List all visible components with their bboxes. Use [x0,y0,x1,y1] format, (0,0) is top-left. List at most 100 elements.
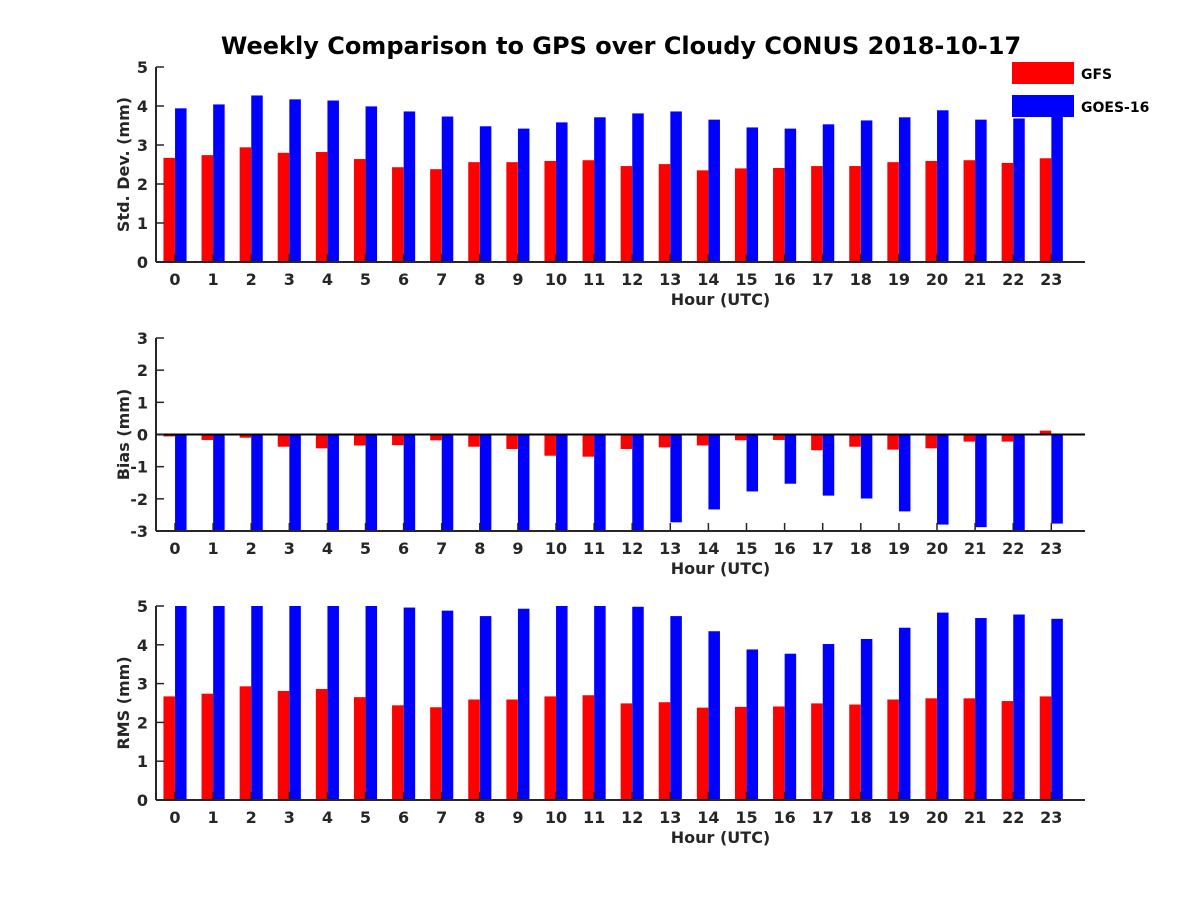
x-tick-label: 12 [621,808,643,827]
x-tick-label: 19 [888,270,910,289]
bar-goes16-hour-11 [594,117,606,262]
bar-goes16-hour-8 [479,434,492,531]
x-tick-label: 18 [850,539,872,558]
x-tick-label: 10 [545,270,567,289]
x-tick-label: 13 [659,270,681,289]
bar-gfs-hour-2 [239,434,252,438]
bar-goes16-hour-9 [517,434,530,531]
x-tick-label: 23 [1040,270,1062,289]
bar-goes16-hour-2 [251,434,263,531]
bar-goes16-hour-21 [975,618,987,800]
x-tick-label: 11 [583,270,605,289]
bar-goes16-hour-3 [289,606,301,800]
bar-gfs-hour-11 [582,695,595,800]
bar-goes16-hour-18 [860,638,873,800]
bar-goes16-hour-16 [784,434,797,484]
bar-goes16-hour-10 [556,434,568,531]
bar-goes16-hour-21 [975,434,987,528]
x-axis-label: Hour (UTC) [671,559,771,578]
bar-gfs-hour-3 [277,152,290,262]
bar-goes16-hour-9 [517,128,530,262]
bar-goes16-hour-8 [479,616,492,800]
bar-gfs-hour-3 [277,434,290,447]
bar-gfs-hour-20 [925,160,937,262]
bar-goes16-hour-15 [746,649,759,800]
y-tick-label: -3 [130,522,148,541]
bar-goes16-hour-5 [365,106,378,262]
x-tick-label: 4 [322,808,333,827]
x-tick-label: 6 [398,808,409,827]
x-tick-label: 16 [773,808,795,827]
y-tick-label: 0 [137,253,148,272]
bar-goes16-hour-0 [175,108,187,262]
x-tick-label: 17 [812,539,834,558]
x-tick-label: 21 [964,539,986,558]
chart-title: Weekly Comparison to GPS over Cloudy CON… [221,32,1021,60]
bar-gfs-hour-16 [773,168,785,262]
bar-goes16-hour-11 [594,434,606,531]
bar-goes16-hour-15 [746,127,759,262]
y-axis-label: Bias (mm) [114,389,133,481]
x-tick-label: 5 [360,808,371,827]
bar-gfs-hour-13 [658,164,671,262]
bar-goes16-hour-5 [365,434,378,531]
bar-gfs-hour-3 [277,690,290,800]
bar-gfs-hour-18 [849,704,861,800]
bar-gfs-hour-21 [963,434,976,442]
bar-goes16-hour-19 [898,434,911,512]
bar-gfs-hour-22 [1001,701,1014,800]
legend-label-goes16: GOES-16 [1081,100,1149,116]
x-tick-label: 0 [169,270,180,289]
bar-gfs-hour-16 [773,706,785,800]
bar-gfs-hour-9 [506,162,518,262]
x-tick-label: 2 [246,270,257,289]
bar-goes16-hour-8 [479,126,492,262]
x-tick-label: 23 [1040,539,1062,558]
bar-gfs-hour-5 [353,159,366,262]
legend-swatch-goes16 [1012,95,1074,117]
legend-label-gfs: GFS [1081,67,1112,83]
bar-goes16-hour-22 [1013,118,1025,262]
x-tick-label: 3 [284,270,295,289]
y-tick-label: -2 [130,490,148,509]
bar-goes16-hour-19 [898,627,911,800]
x-tick-label: 3 [284,539,295,558]
bar-gfs-hour-7 [430,707,442,800]
x-tick-label: 11 [583,539,605,558]
y-tick-label: 3 [137,675,148,694]
bar-gfs-hour-10 [544,696,556,800]
bar-gfs-hour-7 [430,434,442,441]
bar-goes16-hour-23 [1051,618,1063,800]
bar-gfs-hour-14 [696,707,709,800]
bar-goes16-hour-16 [784,128,797,262]
x-axis-label: Hour (UTC) [671,290,771,309]
bar-gfs-hour-12 [620,703,633,800]
y-tick-label: 0 [137,426,148,445]
bar-goes16-hour-3 [289,99,301,263]
bar-gfs-hour-5 [353,697,366,800]
bar-goes16-hour-7 [441,434,454,531]
x-tick-label: 15 [735,270,757,289]
bar-goes16-hour-20 [937,612,949,800]
x-tick-label: 21 [964,270,986,289]
x-tick-label: 10 [545,808,567,827]
x-tick-label: 6 [398,539,409,558]
bar-gfs-hour-4 [315,434,328,449]
bar-goes16-hour-1 [213,606,225,800]
x-tick-label: 5 [360,270,371,289]
bar-gfs-hour-2 [239,147,252,262]
bar-goes16-hour-19 [898,117,911,262]
bar-goes16-hour-1 [213,104,225,262]
x-tick-label: 14 [697,539,719,558]
x-tick-label: 20 [926,270,948,289]
bar-goes16-hour-10 [556,606,568,800]
bar-gfs-hour-19 [887,162,899,262]
bar-gfs-hour-6 [392,705,404,800]
x-tick-label: 15 [735,539,757,558]
x-tick-label: 20 [926,808,948,827]
bar-gfs-hour-22 [1001,162,1014,262]
bar-goes16-hour-3 [289,434,301,531]
